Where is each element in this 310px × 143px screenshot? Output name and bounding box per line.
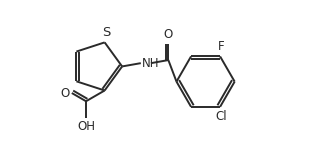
Text: NH: NH: [142, 57, 159, 70]
Text: S: S: [102, 26, 110, 39]
Text: O: O: [60, 87, 69, 100]
Text: OH: OH: [77, 120, 95, 133]
Text: O: O: [164, 28, 173, 41]
Text: Cl: Cl: [215, 110, 227, 123]
Text: F: F: [218, 40, 224, 53]
